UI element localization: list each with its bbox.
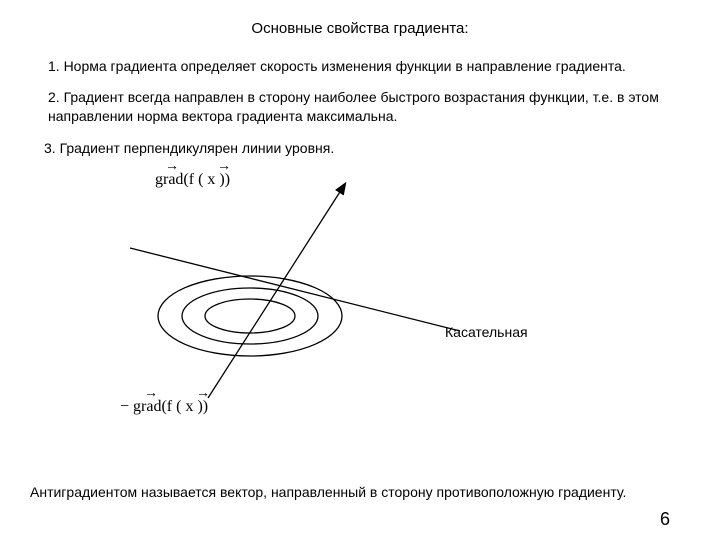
level-curves: [158, 276, 342, 356]
gradient-diagram: → → grad(f ( x )) → → − grad(f ( x )) Ка…: [90, 166, 570, 426]
gradient-arrow: [208, 184, 345, 398]
property-list: 1. Норма градиента определяет скорость и…: [48, 57, 690, 126]
formula-antigrad: → → − grad(f ( x )): [120, 398, 208, 416]
list-item: 2. Градиент всегда направлен в сторону н…: [48, 88, 690, 126]
diagram-svg: [90, 166, 570, 426]
antigrad-definition: Антиградиентом называется вектор, направ…: [30, 484, 690, 500]
list-item: 1. Норма градиента определяет скорость и…: [48, 57, 690, 76]
page-title: Основные свойства градиента:: [30, 20, 690, 37]
formula-antigrad-text: − grad(f ( x )): [120, 398, 208, 415]
formula-grad: → → grad(f ( x )): [155, 171, 230, 189]
tangent-label: Касательная: [445, 324, 528, 340]
page-number: 6: [660, 509, 670, 530]
list-item: 3. Градиент перпендикулярен линии уровня…: [44, 140, 690, 156]
